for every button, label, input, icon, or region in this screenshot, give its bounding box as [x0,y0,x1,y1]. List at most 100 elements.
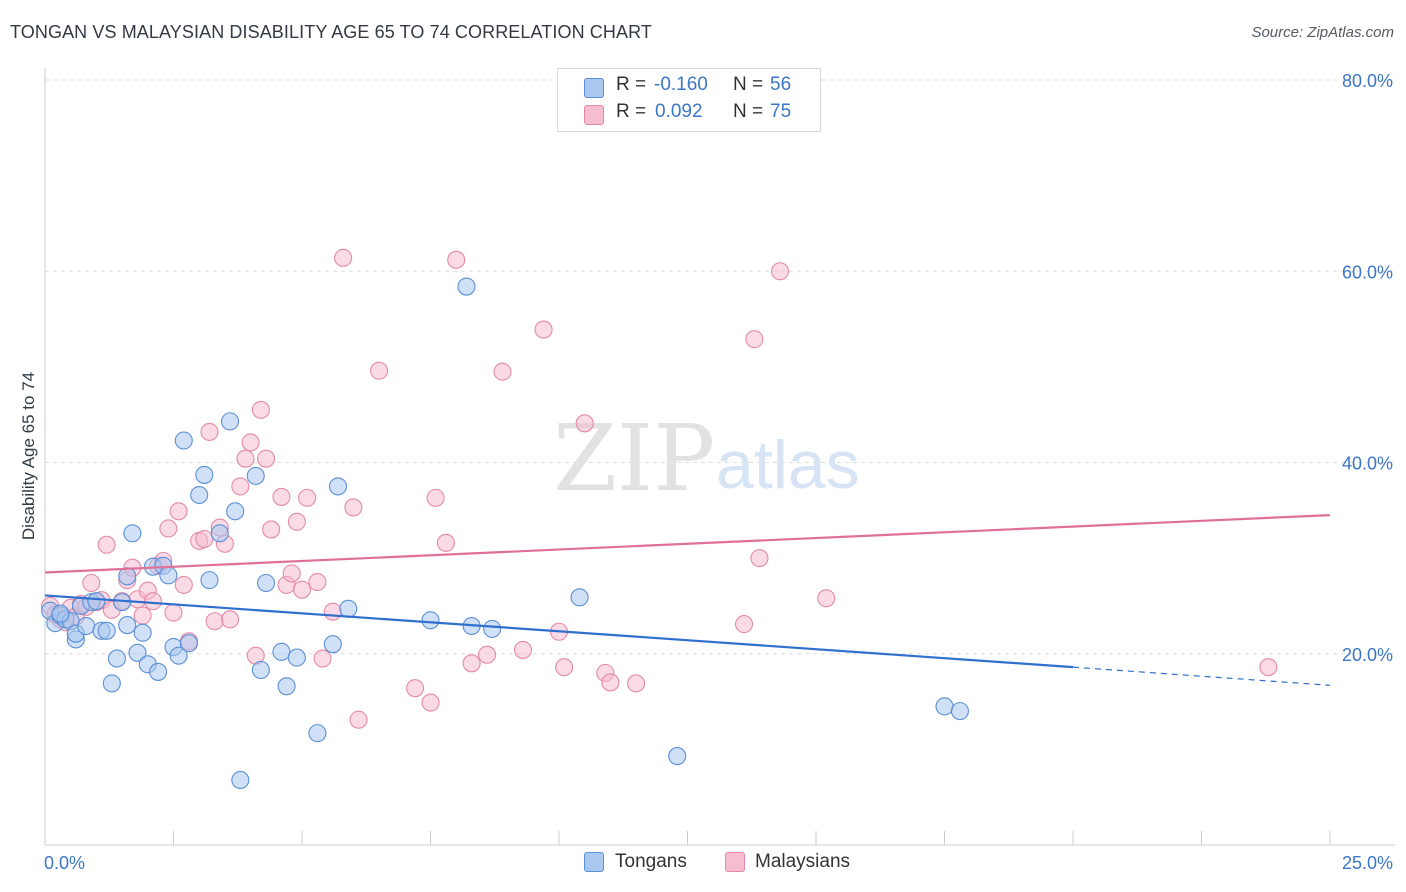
legend-r-label: R = [616,74,647,95]
point-tongans [51,604,70,623]
point-tongans [107,649,127,668]
point-malaysians [734,615,754,634]
point-tongans [935,697,954,716]
point-malaysians [308,572,327,592]
point-malaysians [477,645,497,664]
y-tick-label: 60.0% [1342,262,1393,282]
point-malaysians [298,488,317,507]
point-malaysians [262,520,281,539]
chart-title: TONGAN VS MALAYSIAN DISABILITY AGE 65 TO… [10,22,652,42]
point-tongans [251,660,270,680]
point-malaysians [1259,658,1278,677]
tick-labels: 20.0% 40.0% 60.0% 80.0% 0.0% 25.0% [44,71,1393,873]
watermark: ZIP atlas [553,405,860,512]
legend-swatch-malaysians [584,105,604,125]
source-label: Source: ZipAtlas.com [1251,24,1394,41]
legend-n-value-malaysians: 75 [770,101,792,122]
point-tongans [118,567,137,586]
y-tick-label: 80.0% [1342,71,1393,91]
point-tongans [118,616,137,635]
point-tongans [87,592,106,611]
legend: R = -0.160 N = 56 R = 0.092 N = 75 [557,68,821,132]
watermark-atlas: atlas [716,427,860,503]
bottom-swatch-malaysians [725,852,745,872]
point-malaysians [195,529,214,549]
point-malaysians [436,533,455,552]
point-tongans [128,643,147,662]
legend-r-label: R = [616,101,647,122]
point-tongans [179,634,198,653]
point-tongans [102,674,121,693]
point-malaysians [236,449,255,468]
point-tongans [210,524,229,543]
trend-lines [44,513,1331,686]
point-malaysians [292,580,312,599]
point-malaysians [462,654,481,673]
point-malaysians [770,262,790,281]
data-points [41,248,1278,790]
point-malaysians [627,674,646,693]
point-malaysians [272,487,291,506]
point-malaysians [200,422,219,441]
point-tongans [421,611,440,630]
legend-r-value-malaysians: 0.092 [655,101,703,122]
point-malaysians [287,512,306,531]
point-malaysians [97,535,116,554]
point-malaysians [220,610,240,629]
point-tongans [287,648,306,667]
point-tongans [323,635,342,654]
point-malaysians [143,592,162,611]
x-tick-label: 0.0% [44,853,85,873]
point-malaysians [745,330,764,349]
point-malaysians [313,649,332,668]
grid-lines [45,79,1395,655]
point-tongans [220,412,240,431]
axes [44,68,1395,846]
trend-line-tongans-extension [1072,666,1331,686]
point-malaysians [205,612,224,631]
point-malaysians [817,589,836,608]
point-tongans [272,642,291,661]
y-axis-label: Disability Age 65 to 74 [19,372,38,540]
point-tongans [149,662,168,681]
legend-n-label: N = [733,101,764,122]
point-malaysians [750,549,769,568]
point-malaysians [241,433,260,452]
point-malaysians [493,362,512,381]
point-tongans [246,466,265,485]
point-tongans [77,616,96,636]
point-malaysians [251,400,270,419]
point-tongans [195,465,214,484]
point-malaysians [334,248,353,267]
legend-r-value-tongans: -0.160 [654,74,708,95]
bottom-legend-label-tongans: Tongans [615,851,687,872]
point-tongans [159,566,178,585]
point-malaysians [159,519,178,538]
point-tongans [256,573,276,593]
point-tongans [457,277,476,296]
point-malaysians [349,710,368,729]
point-tongans [950,702,969,721]
trend-line-malaysians [44,513,1331,574]
bottom-swatch-tongans [584,852,604,872]
point-malaysians [282,564,301,583]
point-tongans [328,477,348,496]
point-tongans [570,588,589,607]
point-malaysians [421,693,440,712]
point-tongans [97,621,116,640]
point-tongans [200,571,219,590]
point-tongans [277,677,296,696]
legend-row-malaysians: R = 0.092 N = 75 [558,101,820,127]
legend-n-label: N = [733,74,764,95]
bottom-legend-label-malaysians: Malaysians [755,851,851,872]
point-tongans [169,646,188,665]
point-tongans [231,770,250,790]
point-malaysians [174,575,193,594]
y-tick-label: 40.0% [1342,454,1393,474]
point-tongans [123,524,142,543]
point-tongans [668,747,687,766]
point-malaysians [164,603,183,622]
point-malaysians [534,320,553,339]
point-tongans [483,619,502,638]
